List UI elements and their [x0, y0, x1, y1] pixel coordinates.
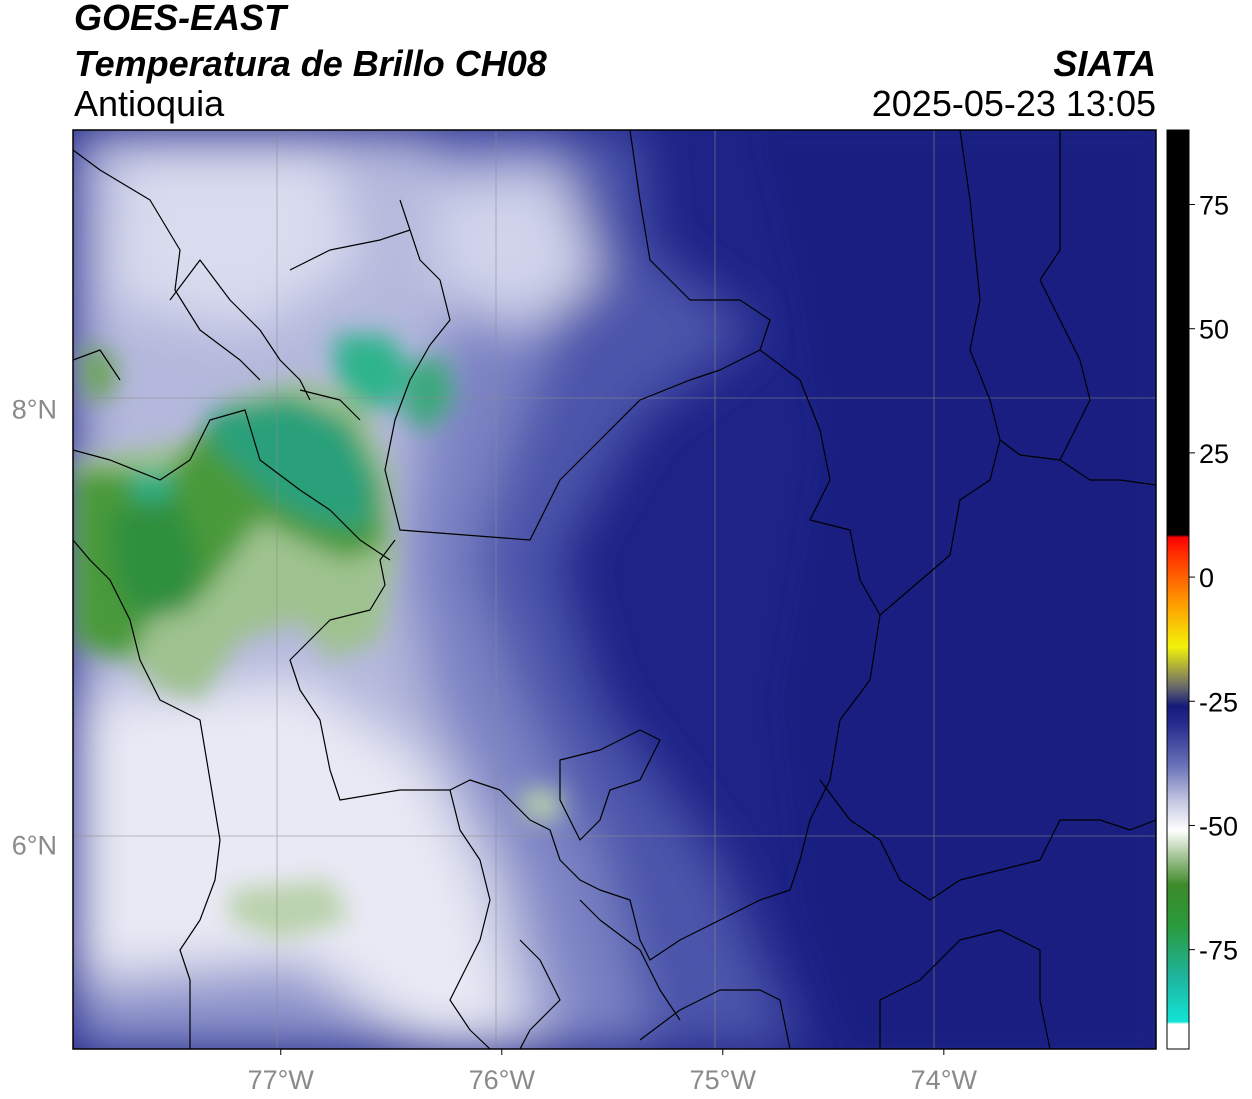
region-label: Antioquia: [74, 83, 225, 124]
colorbar-tick-label: 75: [1199, 191, 1229, 221]
satellite-title: GOES-EAST: [74, 0, 287, 38]
agency-label: SIATA: [1053, 43, 1156, 84]
brightness-temperature-field: [73, 130, 1156, 1049]
lon-tick-label: 75°W: [690, 1065, 757, 1095]
colorbar-tick-label: 50: [1199, 315, 1229, 345]
map-frame: [72, 129, 1157, 1050]
lon-tick-label: 74°W: [911, 1065, 978, 1095]
lon-tick-label: 76°W: [469, 1065, 536, 1095]
latitude-tick-labels: 8°N 6°N: [12, 395, 57, 861]
colorbar-tick-label: -25: [1199, 687, 1238, 717]
longitude-tick-labels: 77°W 76°W 75°W 74°W: [248, 1049, 978, 1095]
boundary-lines: [73, 130, 1156, 1049]
colorbar: [1166, 129, 1190, 1050]
colorbar-tick-label: -50: [1199, 811, 1238, 841]
lat-tick-label: 8°N: [12, 395, 57, 425]
colorbar-tick-label: -75: [1199, 936, 1238, 966]
lon-tick-label: 77°W: [248, 1065, 315, 1095]
colorbar-tick-label: 0: [1199, 563, 1214, 593]
product-title: Temperatura de Brillo CH08: [74, 43, 547, 84]
lat-tick-label: 6°N: [12, 830, 57, 860]
colorbar-tick-label: 25: [1199, 439, 1229, 469]
colorbar-tick-labels: 75 50 25 0 -25 -50 -75: [1189, 191, 1238, 966]
datetime-label: 2025-05-23 13:05: [871, 83, 1156, 124]
gridlines: [73, 130, 1156, 1049]
